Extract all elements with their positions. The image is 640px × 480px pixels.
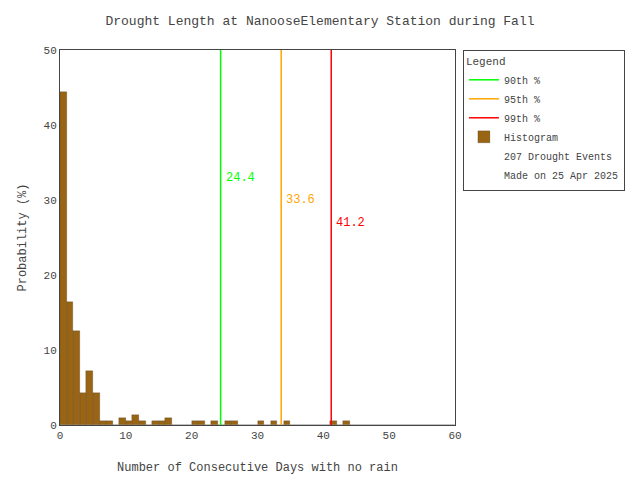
svg-text:33.6: 33.6 <box>286 193 315 207</box>
svg-text:10: 10 <box>44 345 57 357</box>
svg-text:20: 20 <box>44 270 57 282</box>
svg-text:41.2: 41.2 <box>336 216 365 230</box>
svg-text:50: 50 <box>44 45 57 57</box>
svg-text:60: 60 <box>448 430 461 442</box>
svg-text:Legend: Legend <box>466 56 506 68</box>
svg-text:Histogram: Histogram <box>504 133 558 144</box>
svg-text:40: 40 <box>44 120 57 132</box>
svg-text:10: 10 <box>119 430 132 442</box>
svg-text:0: 0 <box>57 430 64 442</box>
svg-text:0: 0 <box>50 420 57 432</box>
svg-text:24.4: 24.4 <box>226 171 255 185</box>
svg-text:Number of Consecutive Days wit: Number of Consecutive Days with no rain <box>117 461 398 475</box>
svg-text:Probability (%): Probability (%) <box>16 183 30 291</box>
svg-text:99th %: 99th % <box>504 114 540 125</box>
svg-text:Made on 25 Apr 2025: Made on 25 Apr 2025 <box>504 171 618 182</box>
svg-text:90th %: 90th % <box>504 76 540 87</box>
svg-text:30: 30 <box>251 430 264 442</box>
svg-text:50: 50 <box>383 430 396 442</box>
svg-text:40: 40 <box>317 430 330 442</box>
svg-text:20: 20 <box>185 430 198 442</box>
svg-text:30: 30 <box>44 195 57 207</box>
svg-text:Drought Length at NanooseEleme: Drought Length at NanooseElementary Stat… <box>105 14 534 29</box>
svg-text:95th %: 95th % <box>504 95 540 106</box>
svg-text:207 Drought Events: 207 Drought Events <box>504 152 612 163</box>
